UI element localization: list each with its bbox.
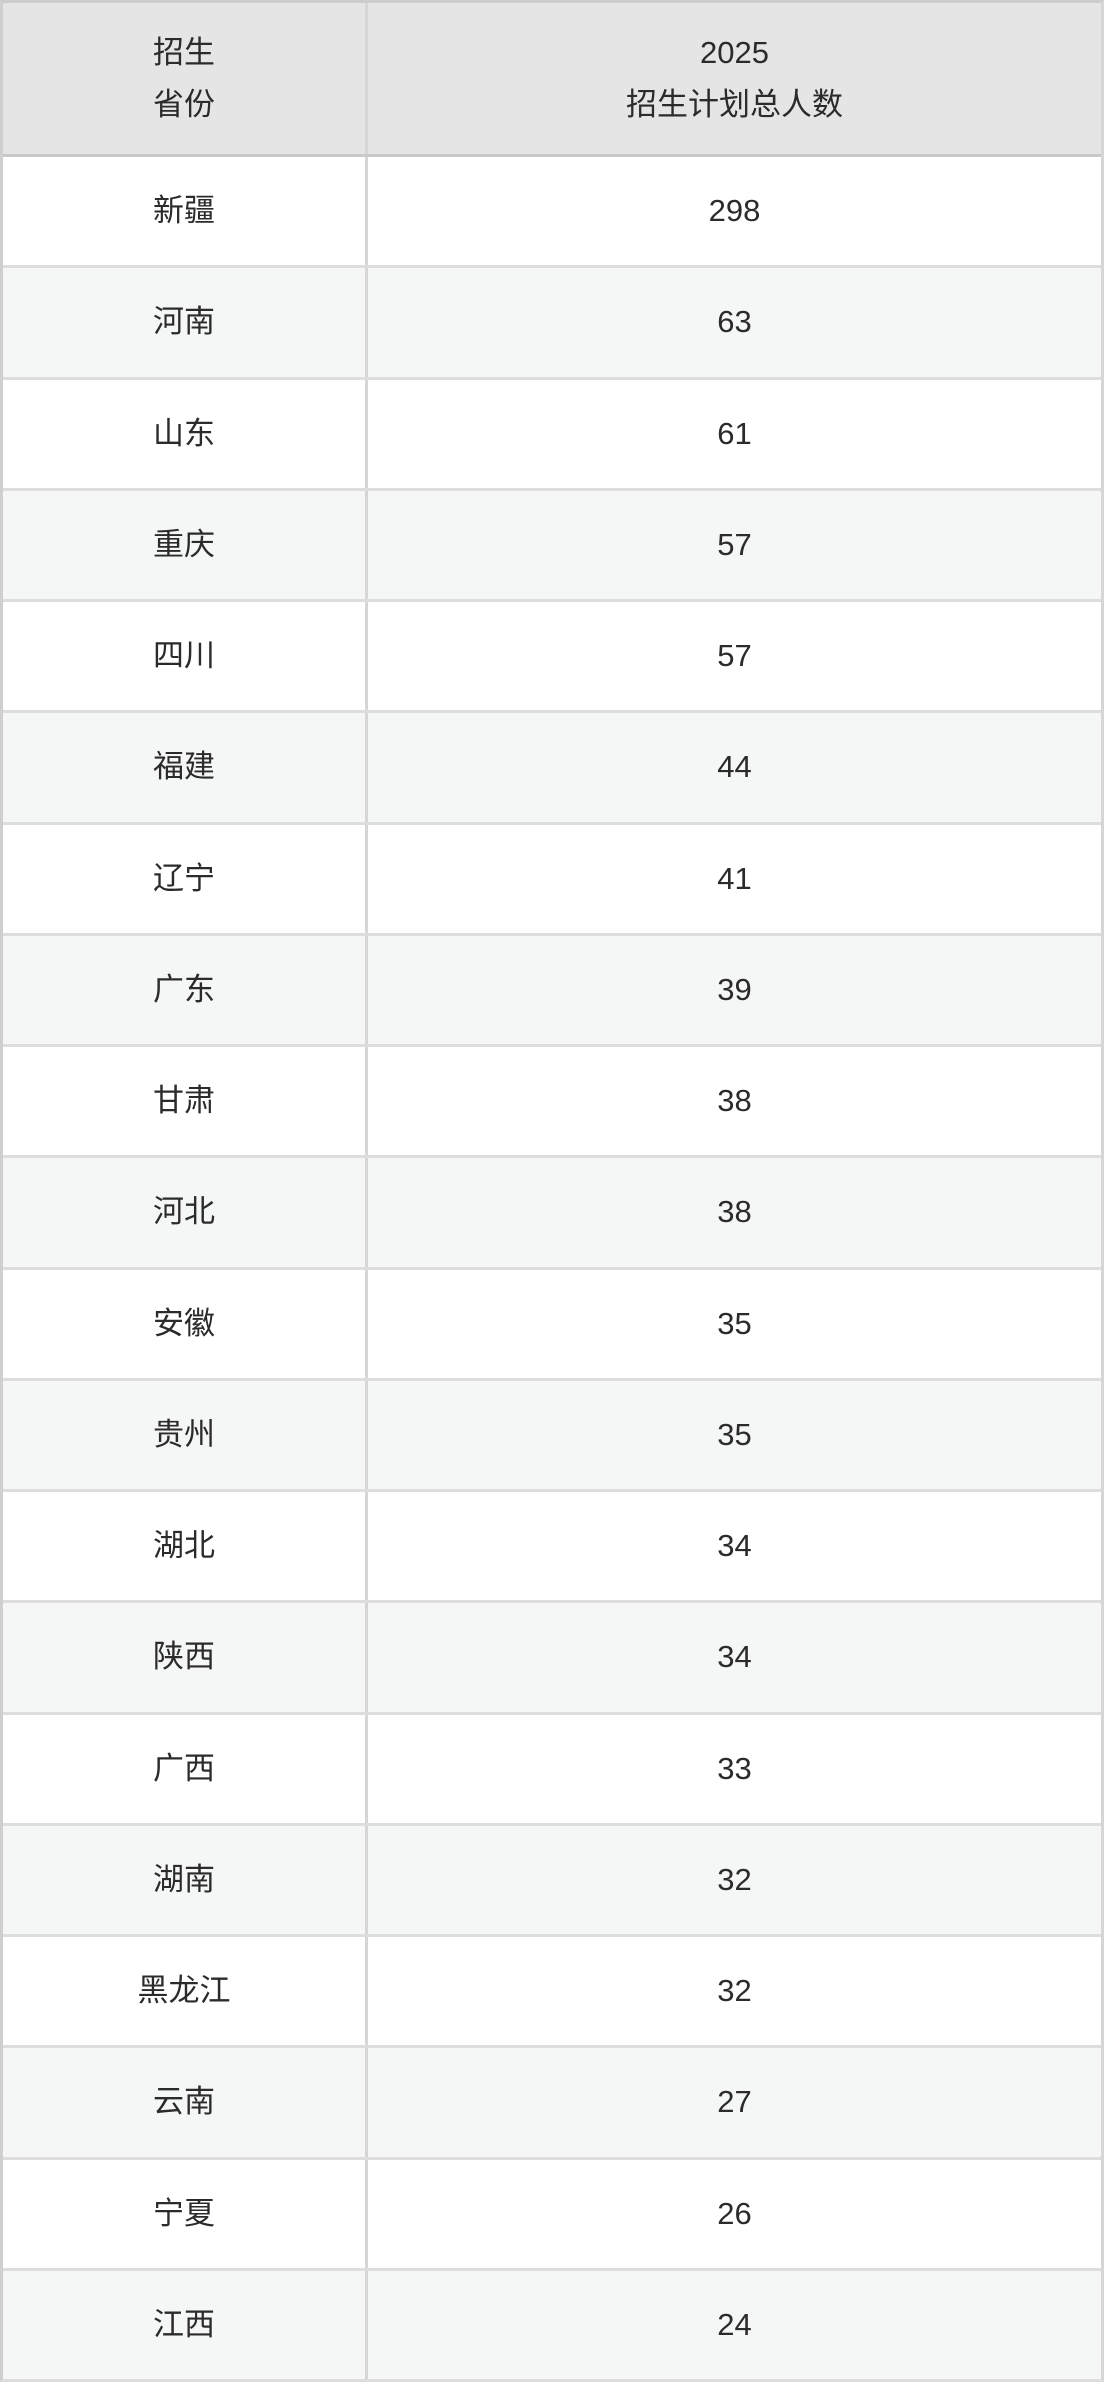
table-body: 新疆 298 河南 63 山东 61 重庆 57 四川 57 福建 44 辽宁 …	[3, 157, 1101, 2379]
value-cell: 57	[717, 638, 752, 674]
header-cell-province: 招生 省份	[3, 3, 368, 154]
province-cell: 湖南	[3, 1825, 368, 1934]
value-cell: 63	[717, 304, 752, 340]
province-cell: 河北	[3, 1158, 368, 1267]
province-cell: 江西	[3, 2270, 368, 2379]
table-row: 辽宁 41	[3, 821, 1101, 933]
table-row: 宁夏 26	[3, 2156, 1101, 2268]
table-row: 云南 27	[3, 2045, 1101, 2157]
table-row: 贵州 35	[3, 1377, 1101, 1489]
table-row: 山东 61	[3, 376, 1101, 488]
value-cell: 39	[717, 971, 752, 1007]
value-cell: 61	[717, 415, 752, 451]
value-cell: 27	[717, 2084, 752, 2120]
table-row: 湖北 34	[3, 1489, 1101, 1601]
province-cell: 四川	[3, 602, 368, 711]
value-cell: 38	[717, 1194, 752, 1230]
province-cell: 广东	[3, 935, 368, 1044]
value-cell: 298	[708, 193, 761, 229]
table-row: 陕西 34	[3, 1600, 1101, 1712]
value-cell: 32	[717, 1861, 752, 1897]
province-cell: 安徽	[3, 1269, 368, 1378]
value-cell: 38	[717, 1083, 752, 1119]
value-cell: 57	[717, 526, 752, 562]
table-row: 河北 38	[3, 1155, 1101, 1267]
value-cell: 44	[717, 749, 752, 785]
table-row: 江西 24	[3, 2267, 1101, 2379]
table-row: 黑龙江 32	[3, 1934, 1101, 2046]
province-cell: 黑龙江	[3, 1937, 368, 2046]
table-row: 湖南 32	[3, 1822, 1101, 1934]
province-cell: 云南	[3, 2048, 368, 2157]
province-cell: 贵州	[3, 1380, 368, 1489]
province-cell: 新疆	[3, 157, 368, 266]
table-row: 广西 33	[3, 1711, 1101, 1823]
value-cell: 35	[717, 1305, 752, 1341]
value-cell: 24	[717, 2306, 752, 2342]
table-header-row: 招生 省份 2025 招生计划总人数	[3, 3, 1101, 157]
value-cell: 26	[717, 2195, 752, 2231]
value-cell: 41	[717, 860, 752, 896]
table-row: 甘肃 38	[3, 1044, 1101, 1156]
province-cell: 宁夏	[3, 2159, 368, 2268]
header-cell-total: 2025 招生计划总人数	[368, 3, 1101, 154]
value-cell: 35	[717, 1416, 752, 1452]
header-province-line2: 省份	[153, 86, 215, 122]
header-province-line1: 招生	[153, 34, 215, 70]
value-cell: 34	[717, 1639, 752, 1675]
province-cell: 甘肃	[3, 1047, 368, 1156]
table-row: 广东 39	[3, 932, 1101, 1044]
province-cell: 福建	[3, 713, 368, 822]
header-total-line2: 招生计划总人数	[626, 86, 843, 122]
province-cell: 辽宁	[3, 824, 368, 933]
province-cell: 河南	[3, 268, 368, 377]
table-row: 四川 57	[3, 599, 1101, 711]
province-cell: 重庆	[3, 490, 368, 599]
table-row: 河南 63	[3, 265, 1101, 377]
table-row: 安徽 35	[3, 1266, 1101, 1378]
province-cell: 山东	[3, 379, 368, 488]
header-total-line1: 2025	[700, 34, 769, 70]
table-row: 福建 44	[3, 710, 1101, 822]
table-row: 重庆 57	[3, 487, 1101, 599]
table-row: 新疆 298	[3, 157, 1101, 266]
value-cell: 33	[717, 1750, 752, 1786]
province-cell: 广西	[3, 1714, 368, 1823]
value-cell: 34	[717, 1528, 752, 1564]
province-cell: 陕西	[3, 1603, 368, 1712]
value-cell: 32	[717, 1973, 752, 2009]
province-cell: 湖北	[3, 1492, 368, 1601]
